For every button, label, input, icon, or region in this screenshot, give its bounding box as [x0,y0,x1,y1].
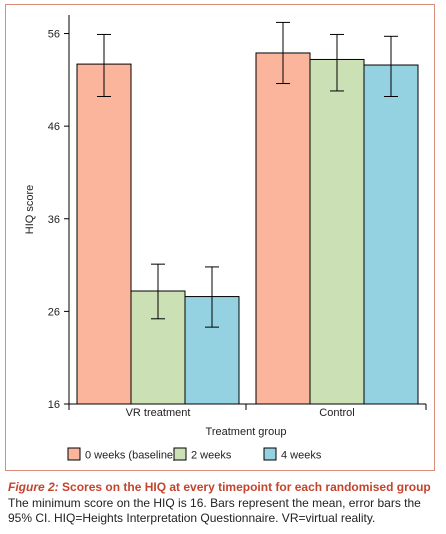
x-tick-label: Control [319,407,354,419]
x-axis-label: Treatment group [206,426,287,438]
figure-caption: Figure 2: Scores on the HIQ at every tim… [8,480,440,527]
legend-swatch [263,447,277,461]
figure-frame: 16 26 36 46 56 HIQ score VR treatment Control Tr… [5,4,435,471]
bar-chart: 16 26 36 46 56 HIQ score VR treatment Control Tr… [24,15,427,462]
legend-label: 2 weeks [191,450,232,462]
legend-label: 4 weeks [281,450,322,462]
figure-label: Figure 2: [8,480,59,494]
y-tick-label: 36 [48,214,60,226]
bar [76,63,132,405]
y-axis-label: HIQ score [24,185,36,235]
legend-swatch [67,447,81,461]
legend-swatch [173,447,187,461]
y-tick-label: 46 [48,121,60,133]
figure-caption-text: The minimum score on the HIQ is 16. Bars… [8,495,421,526]
bar [184,296,240,405]
caption-title-line: Figure 2: Scores on the HIQ at every tim… [8,480,440,496]
x-tick-label: VR treatment [126,407,191,419]
y-tick-label: 16 [48,399,60,411]
legend-label: 0 weeks (baseline) [85,450,177,462]
y-tick-label: 56 [48,29,60,41]
bar [309,58,365,405]
bar [255,52,311,405]
figure-title: Scores on the HIQ at every timepoint for… [62,480,431,494]
y-tick-label: 26 [48,306,60,318]
bar [363,64,419,405]
